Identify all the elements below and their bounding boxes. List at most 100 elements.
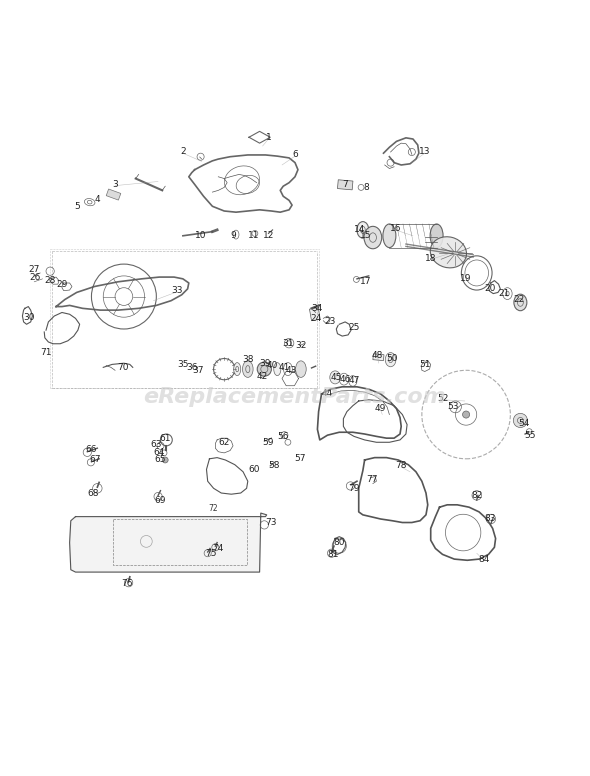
Text: 27: 27 — [28, 265, 40, 275]
Ellipse shape — [514, 294, 527, 310]
Text: 26: 26 — [30, 272, 41, 282]
Ellipse shape — [357, 222, 369, 238]
Text: 17: 17 — [360, 277, 372, 286]
Text: 67: 67 — [90, 456, 101, 465]
Text: 19: 19 — [460, 275, 472, 283]
Text: 47: 47 — [348, 376, 360, 386]
Text: 16: 16 — [389, 224, 401, 234]
Text: 69: 69 — [155, 496, 166, 504]
Text: 11: 11 — [248, 231, 260, 241]
Text: 43: 43 — [286, 365, 297, 375]
Text: 44: 44 — [322, 390, 333, 398]
Text: 29: 29 — [56, 280, 68, 289]
Text: 30: 30 — [24, 313, 35, 322]
Text: 82: 82 — [471, 491, 483, 500]
Ellipse shape — [385, 352, 396, 367]
Text: 65: 65 — [155, 456, 166, 465]
Text: 39: 39 — [260, 359, 271, 368]
Bar — [106, 189, 121, 200]
Text: 52: 52 — [437, 394, 448, 403]
Ellipse shape — [364, 227, 382, 249]
Ellipse shape — [274, 362, 281, 376]
Text: 76: 76 — [121, 580, 133, 588]
Ellipse shape — [330, 371, 340, 384]
Text: 6: 6 — [292, 151, 298, 159]
Text: 14: 14 — [354, 225, 366, 234]
Text: 36: 36 — [186, 363, 198, 372]
Text: 1: 1 — [266, 133, 271, 142]
Text: 41: 41 — [278, 363, 290, 372]
Text: 81: 81 — [327, 550, 339, 559]
Text: 49: 49 — [375, 404, 386, 413]
Text: 70: 70 — [117, 363, 129, 372]
Text: 37: 37 — [192, 365, 204, 375]
Text: 18: 18 — [425, 254, 437, 263]
Text: 79: 79 — [348, 483, 360, 493]
Circle shape — [162, 457, 168, 463]
Ellipse shape — [383, 224, 396, 248]
Text: 72: 72 — [209, 504, 218, 514]
Text: 60: 60 — [248, 465, 260, 474]
Text: 10: 10 — [195, 231, 206, 241]
Text: 59: 59 — [263, 438, 274, 447]
Text: 73: 73 — [266, 518, 277, 527]
Ellipse shape — [296, 361, 306, 377]
Text: 61: 61 — [159, 434, 171, 442]
Ellipse shape — [234, 362, 241, 376]
Text: 5: 5 — [74, 202, 80, 211]
Text: 75: 75 — [205, 549, 217, 558]
Text: 12: 12 — [263, 231, 274, 241]
Text: 7: 7 — [342, 180, 348, 189]
Text: 66: 66 — [86, 445, 97, 455]
Text: 58: 58 — [268, 462, 280, 470]
Text: 42: 42 — [257, 372, 268, 381]
Text: 54: 54 — [518, 419, 530, 428]
Text: 71: 71 — [40, 348, 52, 357]
Text: 35: 35 — [177, 360, 189, 369]
Ellipse shape — [242, 361, 253, 377]
Text: 34: 34 — [312, 304, 323, 313]
Bar — [373, 354, 384, 361]
Text: 28: 28 — [44, 276, 56, 285]
Text: 74: 74 — [212, 544, 224, 553]
Text: eReplacementParts.com: eReplacementParts.com — [143, 387, 447, 407]
Text: 4: 4 — [94, 195, 100, 204]
Text: 33: 33 — [171, 286, 183, 295]
Text: 24: 24 — [310, 314, 322, 323]
Polygon shape — [70, 513, 267, 572]
Text: 53: 53 — [447, 403, 459, 411]
Text: 38: 38 — [242, 355, 254, 364]
Text: 48: 48 — [372, 351, 384, 360]
Text: 64: 64 — [153, 449, 165, 457]
Text: 50: 50 — [386, 354, 398, 363]
Text: 32: 32 — [295, 341, 307, 350]
Text: 45: 45 — [330, 373, 342, 382]
Text: 21: 21 — [499, 289, 510, 298]
Text: 13: 13 — [419, 147, 431, 157]
Text: 80: 80 — [333, 538, 345, 547]
Text: 40: 40 — [267, 361, 278, 370]
Text: 84: 84 — [478, 555, 490, 563]
Bar — [337, 180, 353, 190]
Text: 23: 23 — [324, 317, 336, 327]
Text: 63: 63 — [150, 439, 162, 449]
Circle shape — [513, 414, 527, 428]
Text: 3: 3 — [112, 180, 118, 189]
Ellipse shape — [430, 237, 467, 268]
Text: 78: 78 — [395, 462, 407, 470]
Bar — [310, 307, 320, 320]
Text: 31: 31 — [282, 339, 294, 348]
Text: 77: 77 — [366, 475, 378, 484]
Circle shape — [257, 362, 271, 376]
Text: 55: 55 — [524, 431, 536, 440]
Text: 57: 57 — [294, 454, 306, 463]
Text: 15: 15 — [360, 231, 372, 241]
Text: 25: 25 — [348, 324, 360, 332]
Circle shape — [463, 411, 470, 418]
Text: 68: 68 — [87, 489, 99, 497]
Text: 20: 20 — [484, 284, 496, 293]
Text: 83: 83 — [484, 514, 496, 524]
Ellipse shape — [430, 224, 443, 248]
Text: 62: 62 — [218, 438, 230, 447]
Text: 56: 56 — [277, 432, 289, 441]
